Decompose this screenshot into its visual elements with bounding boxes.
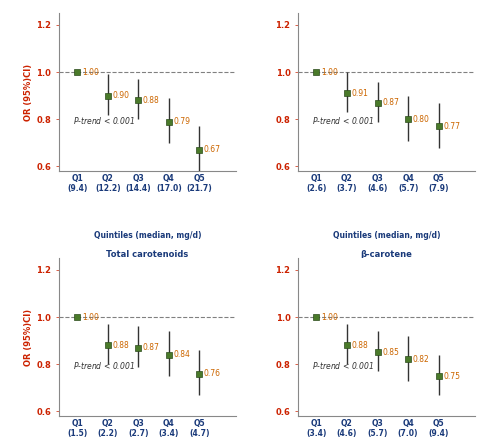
Text: 0.67: 0.67	[204, 145, 221, 155]
Text: 0.76: 0.76	[204, 369, 221, 378]
Text: $P$-trend < 0.001: $P$-trend < 0.001	[73, 360, 135, 371]
Text: 0.88: 0.88	[143, 96, 160, 105]
Text: 0.90: 0.90	[112, 91, 129, 100]
Text: $P$-trend < 0.001: $P$-trend < 0.001	[312, 115, 374, 126]
Text: 0.79: 0.79	[173, 117, 191, 126]
Text: Total carotenoids: Total carotenoids	[106, 250, 189, 259]
Text: 0.91: 0.91	[351, 89, 368, 98]
Text: Quintiles (median, mg/d): Quintiles (median, mg/d)	[94, 231, 201, 240]
Text: 0.87: 0.87	[143, 343, 160, 352]
Text: β-carotene: β-carotene	[361, 250, 413, 259]
Text: 0.85: 0.85	[382, 348, 399, 357]
Text: 0.87: 0.87	[382, 98, 399, 107]
Text: 0.80: 0.80	[413, 115, 430, 124]
Text: $P$-trend < 0.001: $P$-trend < 0.001	[73, 115, 135, 126]
Text: $P$-trend < 0.001: $P$-trend < 0.001	[312, 360, 374, 371]
Text: 0.88: 0.88	[112, 341, 129, 350]
Y-axis label: OR (95%)CI): OR (95%)CI)	[24, 308, 33, 366]
Text: 0.77: 0.77	[443, 122, 460, 131]
Text: Quintiles (median, mg/d): Quintiles (median, mg/d)	[333, 231, 441, 240]
Text: 1.00: 1.00	[82, 313, 98, 321]
Text: 0.88: 0.88	[351, 341, 368, 350]
Y-axis label: OR (95%)CI): OR (95%)CI)	[24, 64, 33, 121]
Text: 1.00: 1.00	[321, 313, 338, 321]
Text: 0.82: 0.82	[413, 355, 429, 364]
Text: 1.00: 1.00	[82, 67, 98, 77]
Text: 0.75: 0.75	[443, 371, 460, 381]
Text: 1.00: 1.00	[321, 67, 338, 77]
Text: 0.84: 0.84	[173, 350, 190, 359]
